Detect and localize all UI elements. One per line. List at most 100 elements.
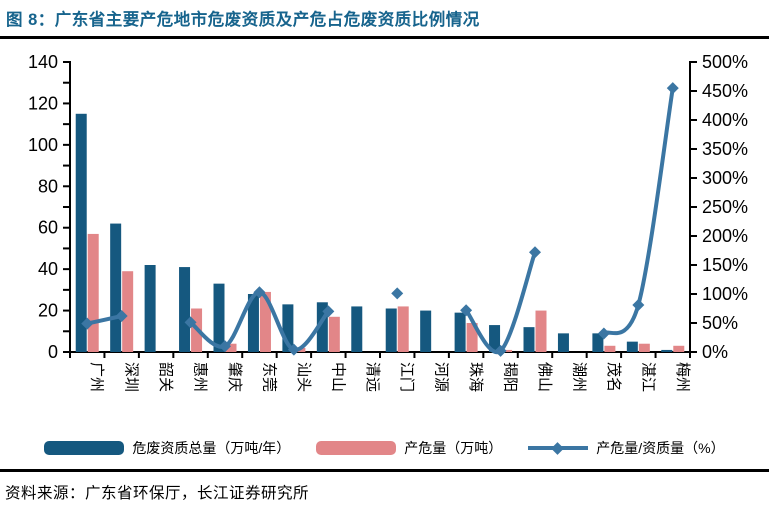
legend-entry-output: 产危量（万吨） xyxy=(316,438,502,458)
title-divider xyxy=(0,36,769,39)
output-bar xyxy=(225,343,237,352)
output-bar xyxy=(397,306,409,352)
ratio-marker xyxy=(287,343,300,356)
x-category-label: 韶关 xyxy=(157,362,174,392)
quota-bar xyxy=(626,341,638,352)
quota-bar xyxy=(247,294,259,352)
left-axis-label: 120 xyxy=(28,93,58,113)
x-category-label: 潮州 xyxy=(570,362,587,392)
diamond-marker-icon xyxy=(551,441,565,455)
quota-bar xyxy=(489,325,501,352)
x-category-label: 珠海 xyxy=(467,362,484,392)
ratio-marker xyxy=(184,316,197,329)
quota-bar xyxy=(282,304,294,352)
x-category-label: 肇庆 xyxy=(226,362,243,392)
x-category-label: 惠州 xyxy=(192,362,209,392)
quota-bar xyxy=(661,349,673,352)
output-bar xyxy=(328,316,340,352)
output-bar-swatch xyxy=(316,441,397,455)
legend-label-ratio: 产危量/资质量（%） xyxy=(596,440,725,456)
output-bar xyxy=(535,310,547,352)
output-bar xyxy=(501,349,513,352)
right-axis-label: 200% xyxy=(702,226,748,246)
ratio-marker xyxy=(597,327,610,340)
x-category-label: 中山 xyxy=(329,362,346,392)
right-axis-label: 250% xyxy=(702,197,748,217)
chart-legend: 危废资质总量（万吨/年） 产危量（万吨） 产危量/资质量（%） xyxy=(0,438,769,458)
x-category-label: 深圳 xyxy=(123,362,140,392)
quota-bar xyxy=(144,265,156,352)
right-axis-label: 400% xyxy=(702,110,748,130)
output-bar xyxy=(673,345,685,352)
right-axis-label: 500% xyxy=(702,52,748,72)
left-axis-label: 80 xyxy=(38,176,58,196)
quota-bar-swatch xyxy=(44,441,125,455)
output-bar xyxy=(122,271,134,352)
x-category-label: 梅州 xyxy=(674,362,691,392)
ratio-marker xyxy=(666,82,679,95)
x-category-label: 揭阳 xyxy=(502,362,519,392)
source-divider xyxy=(0,469,769,472)
ratio-marker xyxy=(115,310,128,323)
right-axis-label: 300% xyxy=(702,168,748,188)
x-category-label: 清远 xyxy=(364,362,381,392)
x-category-label: 茂名 xyxy=(605,362,622,392)
x-category-label: 湛江 xyxy=(639,362,656,392)
left-axis-label: 60 xyxy=(38,218,58,238)
output-bar xyxy=(638,343,650,352)
ratio-marker xyxy=(494,344,507,357)
output-bar xyxy=(259,291,271,352)
chart-title: 图 8：广东省主要产危地市危废资质及产危占危废资质比例情况 xyxy=(6,11,480,29)
right-axis-label: 50% xyxy=(702,313,738,333)
ratio-marker xyxy=(460,304,473,317)
quota-bar xyxy=(385,308,397,352)
quota-bar xyxy=(523,327,535,352)
quota-bar xyxy=(592,333,604,352)
ratio-marker xyxy=(632,299,645,312)
quota-bar xyxy=(75,113,87,353)
quota-bar xyxy=(351,306,363,352)
quota-bar xyxy=(110,223,122,352)
left-axis-label: 140 xyxy=(28,52,58,72)
legend-entry-ratio: 产危量/资质量（%） xyxy=(528,438,725,458)
left-axis-label: 20 xyxy=(38,301,58,321)
x-category-label: 汕头 xyxy=(295,362,312,392)
ratio-line-swatch xyxy=(528,441,589,455)
output-bar xyxy=(604,345,616,352)
right-axis-label: 100% xyxy=(702,284,748,304)
x-category-label: 东莞 xyxy=(260,362,277,392)
quota-bar xyxy=(316,302,328,352)
ratio-marker xyxy=(253,286,266,299)
legend-label-quota: 危废资质总量（万吨/年） xyxy=(132,440,291,456)
left-axis-label: 40 xyxy=(38,259,58,279)
left-axis-label: 100 xyxy=(28,135,58,155)
ratio-marker xyxy=(529,246,541,259)
source-text: 资料来源：广东省环保厅，长江证券研究所 xyxy=(5,485,310,502)
quota-bar xyxy=(557,333,569,352)
output-bar xyxy=(466,323,478,352)
ratio-marker xyxy=(322,305,335,318)
x-category-label: 佛山 xyxy=(536,362,553,392)
right-axis-label: 450% xyxy=(702,81,748,101)
quota-bar xyxy=(454,312,466,352)
ratio-marker xyxy=(81,317,94,330)
ratio-line-segment xyxy=(601,86,675,336)
left-axis-label: 0 xyxy=(48,342,58,362)
output-bar xyxy=(87,233,99,352)
legend-label-output: 产危量（万吨） xyxy=(404,440,503,456)
quota-bar xyxy=(213,283,225,352)
quota-bar xyxy=(420,310,432,352)
x-category-label: 广州 xyxy=(88,362,105,392)
right-axis-label: 150% xyxy=(702,255,748,275)
legend-entry-quota: 危废资质总量（万吨/年） xyxy=(44,438,290,458)
right-axis-label: 350% xyxy=(702,139,748,159)
ratio-line-segment xyxy=(188,290,331,352)
x-category-label: 河源 xyxy=(433,362,450,392)
quota-bar xyxy=(179,267,191,352)
right-axis-label: 0% xyxy=(702,342,728,362)
x-category-label: 江门 xyxy=(398,362,415,392)
ratio-marker xyxy=(391,287,404,300)
ratio-marker xyxy=(219,340,231,353)
